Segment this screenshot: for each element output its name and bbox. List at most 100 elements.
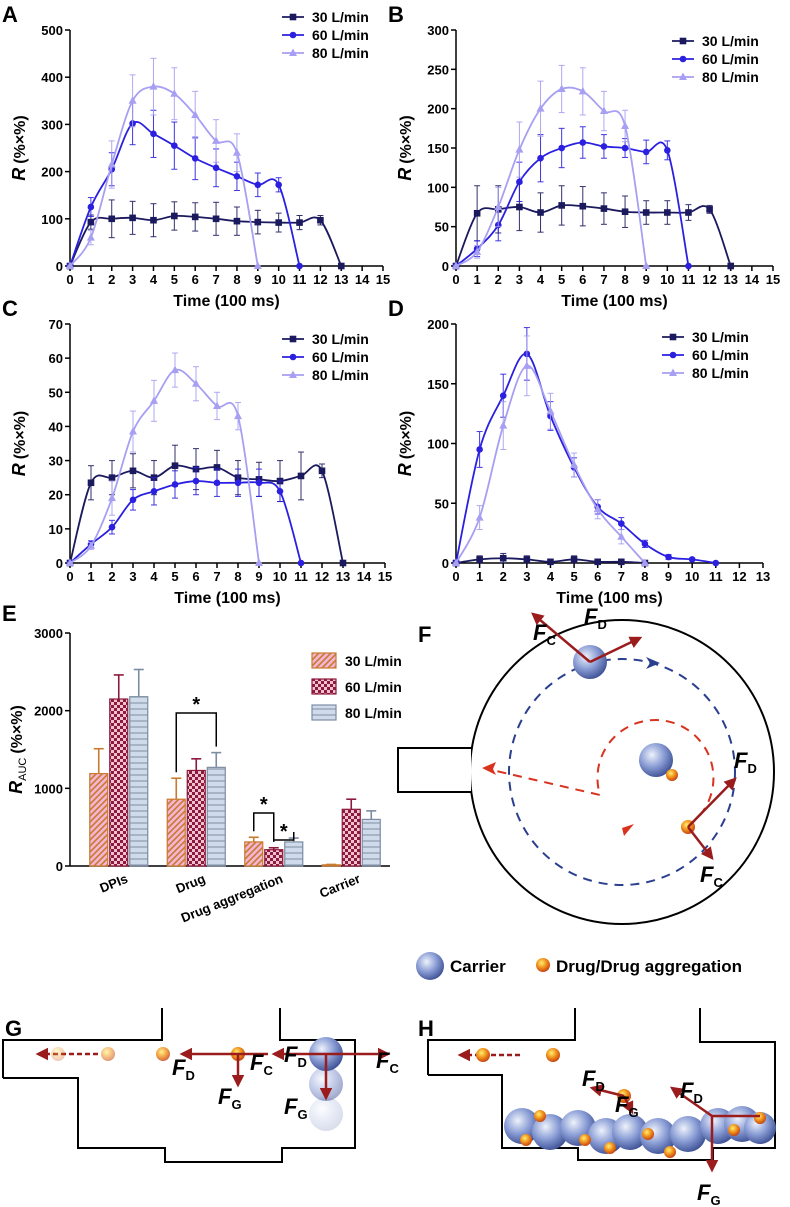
bar [244, 841, 264, 867]
x-tick-label: DPIs [97, 871, 129, 896]
series-line [69, 368, 260, 563]
series [66, 101, 303, 270]
y-tick-label: 20 [49, 488, 63, 503]
force-arrow [669, 1086, 713, 1118]
x-tick-label: 5 [171, 272, 178, 287]
marker [107, 160, 116, 168]
force-arrow [589, 1084, 625, 1098]
y-axis-unit: (%×%) [398, 115, 415, 163]
force-label: FG [697, 1180, 721, 1207]
x-tick-label: 5 [570, 569, 577, 584]
marker [87, 203, 95, 211]
legend-label: 60 L/min [312, 349, 369, 365]
carrier [639, 743, 673, 777]
y-axis-unit: (%×%) [12, 411, 29, 459]
bar [264, 849, 284, 867]
y-axis-symbol: R [6, 781, 26, 794]
y-tick-label: 200 [427, 102, 449, 117]
marker [191, 213, 199, 221]
series-line [455, 141, 690, 266]
y-tick-label: 250 [427, 62, 449, 77]
legend-marker [289, 335, 297, 343]
series [66, 199, 345, 270]
x-tick-label: 5 [558, 272, 565, 287]
drug [579, 1134, 591, 1146]
marker [594, 558, 601, 566]
marker [712, 559, 720, 567]
legend-label: 60 L/min [345, 679, 402, 695]
legend-marker [289, 48, 297, 56]
legend-label: 30 L/min [312, 9, 369, 25]
x-tick-label: Drug [174, 871, 208, 896]
series [452, 552, 649, 567]
force-label: FG [284, 1094, 308, 1122]
x-tick-label: 8 [621, 272, 628, 287]
legend-label: Drug/Drug aggregation [556, 957, 742, 976]
marker [617, 532, 626, 540]
y-axis-symbol: R [395, 168, 415, 181]
path-arrow [646, 657, 660, 669]
marker [233, 217, 241, 225]
y-tick-label: 40 [49, 419, 63, 434]
marker [578, 86, 587, 95]
series [66, 57, 262, 269]
marker [536, 104, 545, 112]
bar [206, 766, 226, 867]
force-label: FC [250, 1050, 273, 1078]
legend-marker [679, 72, 687, 80]
force-symbol: F [172, 1055, 186, 1080]
force-symbol: F [700, 862, 714, 887]
marker [516, 203, 523, 211]
y-tick-label: 0 [56, 859, 63, 874]
marker [212, 136, 221, 144]
force-symbol: F [734, 748, 748, 773]
marker [642, 209, 650, 216]
x-tick-label: 0 [66, 272, 73, 287]
marker [685, 262, 692, 270]
marker [108, 523, 116, 531]
marker [234, 479, 242, 487]
marker [150, 216, 157, 224]
marker [171, 142, 178, 149]
marker [254, 218, 262, 226]
x-tick-label: 6 [579, 272, 586, 287]
y-tick-label: 100 [427, 437, 449, 452]
carrier-path [508, 658, 736, 886]
x-axis-label: Time (100 ms) [556, 590, 662, 607]
x-tick-label: 10 [271, 272, 285, 287]
marker [171, 481, 179, 488]
x-tick-label: 11 [709, 569, 723, 584]
y-tick-label: 50 [49, 385, 63, 400]
marker [621, 208, 629, 216]
series-line [455, 364, 646, 563]
marker [499, 392, 507, 400]
marker [275, 219, 282, 226]
error-bar [133, 668, 144, 697]
marker [171, 212, 178, 220]
legend-swatch [311, 652, 337, 669]
y-axis-label: R (%×%) [395, 115, 415, 180]
y-tick-label: 0 [56, 556, 63, 571]
bar [321, 864, 341, 867]
force-arrow [621, 1095, 634, 1115]
x-tick-label: 2 [108, 569, 115, 584]
legend-marker [669, 333, 677, 341]
error-bar [366, 810, 377, 820]
error-bar [248, 836, 259, 842]
marker [318, 467, 326, 475]
marker [255, 479, 263, 487]
y-tick-label: 50 [435, 220, 449, 235]
marker [494, 202, 503, 210]
x-tick-label: 1 [476, 569, 483, 584]
x-tick-label: 4 [150, 272, 158, 287]
drug [534, 1110, 546, 1122]
y-tick-label: 400 [41, 70, 63, 85]
legend-swatch [311, 704, 337, 721]
y-tick-label: 50 [435, 496, 449, 511]
marker [66, 558, 74, 566]
marker [171, 365, 179, 374]
force-subscript: D [185, 1068, 194, 1083]
